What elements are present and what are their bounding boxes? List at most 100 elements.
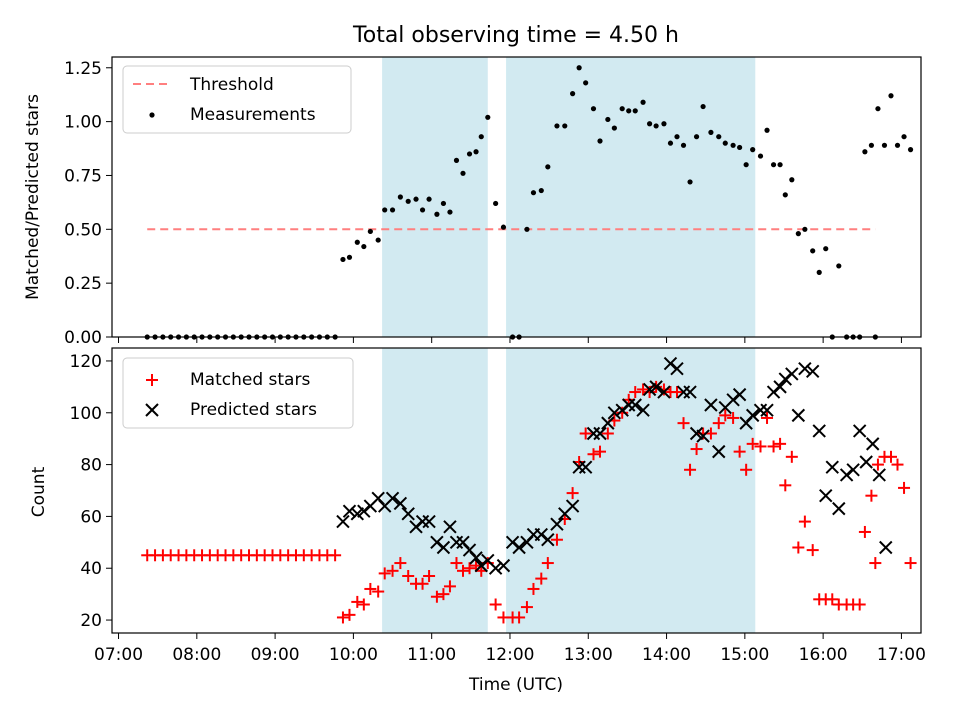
predicted-star-point (791, 408, 806, 423)
measurement-point (737, 144, 743, 151)
predicted-star-point-b (342, 504, 357, 518)
matched-star-point (869, 557, 882, 570)
predicted-star-point-b (879, 540, 893, 555)
predicted-star-point (683, 385, 697, 399)
predicted-star-point-b (481, 553, 495, 568)
measurement-point (619, 106, 625, 112)
matched-star-point (677, 417, 690, 430)
bottom-shaded-spans (382, 348, 756, 633)
matched-star-point (364, 582, 377, 595)
matched-star-point (386, 564, 399, 577)
measurement-point (907, 147, 914, 153)
matched-star-point (372, 585, 385, 598)
measurement-point (382, 207, 388, 213)
measurement-point (764, 127, 770, 133)
predicted-star-point-b (649, 380, 663, 394)
matched-star-point (774, 437, 787, 450)
measurement-point (597, 138, 603, 144)
legend-measurements-label: Measurements (190, 105, 316, 125)
predicted-star-point (670, 362, 684, 376)
x-tick-label: 15:00 (720, 645, 769, 665)
x-tick-label: 12:00 (485, 645, 534, 665)
predicted-star-point-b (805, 364, 820, 379)
matched-star-point (535, 572, 548, 585)
bottom-y-ticks: 20 40 60 80 100 120 (70, 352, 112, 631)
y-tick-label: 60 (80, 507, 102, 527)
bottom-legend: Matched stars Predicted stars (122, 357, 354, 429)
legend-matched-swatch (146, 374, 158, 386)
x-tick-label: 17:00 (877, 645, 926, 665)
matched-star-point (329, 549, 342, 562)
predicted-star-point-b (657, 385, 671, 399)
x-tick-label: 11:00 (407, 645, 456, 665)
measurement-point (816, 269, 822, 275)
predicted-star-point-b (401, 507, 415, 521)
predicted-star-point (550, 517, 564, 531)
predicted-star-point (422, 514, 436, 529)
legend-predicted-marker (145, 403, 159, 417)
measurement-point (680, 142, 687, 148)
matched-star-point (826, 593, 839, 606)
predicted-star-point-b (832, 501, 846, 516)
predicted-star-point (846, 463, 860, 477)
matched-star-point (457, 564, 470, 577)
predicted-star-point (572, 460, 586, 474)
x-tick-label: 16:00 (799, 645, 848, 665)
legend-predicted-marker-b (145, 403, 159, 417)
matched-star-point (904, 557, 917, 570)
predicted-star-point-b (773, 380, 787, 394)
predicted-star-point (745, 408, 760, 423)
predicted-star-point-b (628, 398, 642, 412)
y-tick-label: 40 (80, 559, 102, 579)
measurement-point (473, 149, 479, 155)
matched-star-point (858, 525, 871, 538)
top-x-ticks (118, 337, 902, 343)
legend-threshold-label: Threshold (189, 75, 274, 95)
predicted-star-point-b (670, 362, 684, 376)
predicted-star-point-b (565, 499, 580, 513)
matched-star-point (450, 557, 463, 570)
measurement-point (810, 248, 816, 254)
measurement-point (413, 196, 419, 202)
predicted-star-point-b (462, 543, 477, 557)
matched-star-point (336, 611, 349, 624)
predicted-star-point-b (866, 437, 880, 451)
shaded-span-2 (506, 348, 756, 633)
measurement-point (888, 93, 894, 99)
matched-star-point (489, 598, 502, 611)
predicted-star-point (415, 514, 430, 529)
predicted-star-point-b (732, 387, 747, 402)
measurement-point (757, 153, 764, 159)
predicted-star-point (819, 488, 833, 503)
measurement-point (862, 149, 868, 155)
measurement-point (700, 103, 706, 110)
predicted-star-point (565, 499, 580, 513)
measurement-point (626, 108, 632, 114)
measurement-point (361, 243, 367, 250)
matched-star-point (527, 582, 540, 595)
matched-star-point (785, 450, 798, 463)
predicted-star-point-b (443, 520, 457, 534)
matched-star-point (601, 427, 614, 440)
bottom-x-ticks: 07:00 08:00 09:00 10:00 11:00 12:00 13:00 14:00… (94, 633, 926, 665)
y-tick-label: 20 (80, 611, 102, 631)
predicted-star-point (578, 460, 593, 474)
predicted-star-point-b (791, 408, 806, 423)
measurement-point (611, 125, 617, 131)
measurement-point (777, 162, 783, 168)
matched-star-point (884, 450, 897, 463)
predicted-star-point (649, 380, 663, 394)
x-tick-label: 14:00 (642, 645, 691, 665)
matched-star-point (550, 533, 563, 546)
matched-star-point (727, 411, 740, 424)
predicted-star-point-b (683, 385, 697, 399)
measurement-point (605, 116, 611, 123)
bottom-legend-frame (122, 357, 354, 429)
measurement-point (440, 200, 447, 207)
shaded-span-2 (506, 57, 756, 337)
y-tick-label: 0.25 (64, 274, 102, 294)
predicted-star-point (825, 460, 839, 474)
matched-star-point (779, 479, 792, 492)
matched-star-point (792, 541, 805, 554)
predicted-star-point-b (819, 488, 833, 503)
